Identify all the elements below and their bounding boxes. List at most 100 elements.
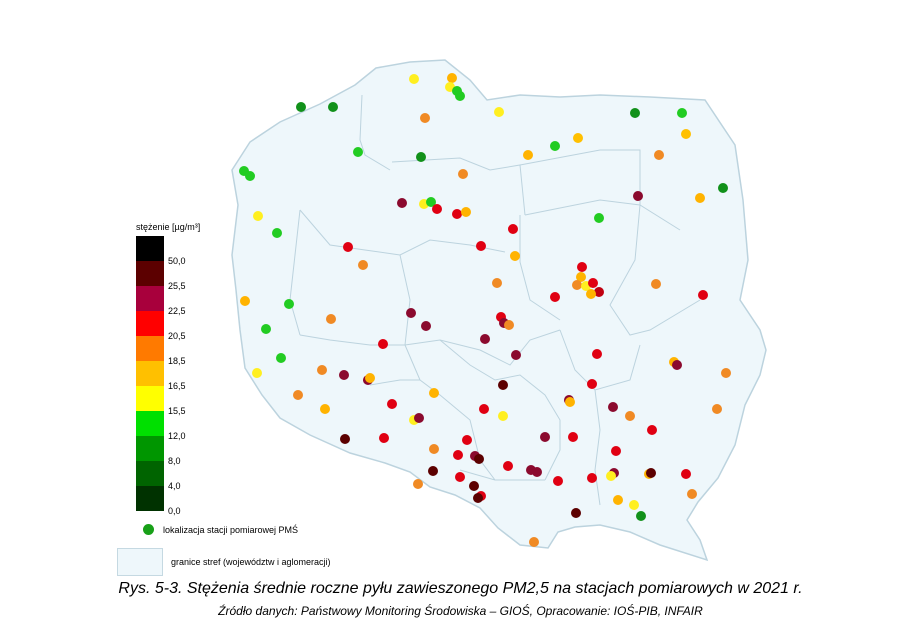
station-marker[interactable] — [326, 314, 336, 324]
station-marker[interactable] — [568, 432, 578, 442]
station-marker[interactable] — [511, 350, 521, 360]
station-marker[interactable] — [508, 224, 518, 234]
station-marker[interactable] — [625, 411, 635, 421]
station-marker[interactable] — [587, 473, 597, 483]
station-marker[interactable] — [573, 133, 583, 143]
station-marker[interactable] — [695, 193, 705, 203]
station-marker[interactable] — [576, 272, 586, 282]
station-marker[interactable] — [504, 320, 514, 330]
station-marker[interactable] — [409, 74, 419, 84]
station-marker[interactable] — [646, 468, 656, 478]
station-marker[interactable] — [284, 299, 294, 309]
station-marker[interactable] — [592, 349, 602, 359]
station-marker[interactable] — [365, 373, 375, 383]
station-marker[interactable] — [421, 321, 431, 331]
station-marker[interactable] — [698, 290, 708, 300]
station-marker[interactable] — [651, 279, 661, 289]
station-marker[interactable] — [687, 489, 697, 499]
station-marker[interactable] — [420, 113, 430, 123]
station-marker[interactable] — [636, 511, 646, 521]
station-marker[interactable] — [718, 183, 728, 193]
station-marker[interactable] — [503, 461, 513, 471]
station-marker[interactable] — [452, 209, 462, 219]
station-marker[interactable] — [473, 493, 483, 503]
station-marker[interactable] — [498, 411, 508, 421]
station-marker[interactable] — [474, 454, 484, 464]
station-marker[interactable] — [611, 446, 621, 456]
station-marker[interactable] — [721, 368, 731, 378]
station-marker[interactable] — [432, 204, 442, 214]
station-marker[interactable] — [253, 211, 263, 221]
station-marker[interactable] — [677, 108, 687, 118]
station-marker[interactable] — [480, 334, 490, 344]
station-marker[interactable] — [458, 169, 468, 179]
station-marker[interactable] — [479, 404, 489, 414]
station-marker[interactable] — [414, 413, 424, 423]
station-marker[interactable] — [343, 242, 353, 252]
station-marker[interactable] — [429, 388, 439, 398]
station-marker[interactable] — [320, 404, 330, 414]
station-marker[interactable] — [587, 379, 597, 389]
station-marker[interactable] — [498, 380, 508, 390]
station-marker[interactable] — [594, 213, 604, 223]
station-marker[interactable] — [586, 289, 596, 299]
station-marker[interactable] — [447, 73, 457, 83]
station-marker[interactable] — [453, 450, 463, 460]
station-marker[interactable] — [397, 198, 407, 208]
station-marker[interactable] — [462, 435, 472, 445]
station-marker[interactable] — [353, 147, 363, 157]
station-marker[interactable] — [553, 476, 563, 486]
station-marker[interactable] — [550, 292, 560, 302]
station-marker[interactable] — [428, 466, 438, 476]
station-marker[interactable] — [240, 296, 250, 306]
station-marker[interactable] — [577, 262, 587, 272]
station-marker[interactable] — [358, 260, 368, 270]
station-marker[interactable] — [523, 150, 533, 160]
station-marker[interactable] — [492, 278, 502, 288]
station-marker[interactable] — [629, 500, 639, 510]
station-marker[interactable] — [613, 495, 623, 505]
station-marker[interactable] — [540, 432, 550, 442]
station-marker[interactable] — [494, 107, 504, 117]
station-marker[interactable] — [476, 241, 486, 251]
station-marker[interactable] — [571, 508, 581, 518]
station-marker[interactable] — [245, 171, 255, 181]
station-marker[interactable] — [455, 91, 465, 101]
station-marker[interactable] — [608, 402, 618, 412]
station-marker[interactable] — [276, 353, 286, 363]
station-marker[interactable] — [647, 425, 657, 435]
station-marker[interactable] — [654, 150, 664, 160]
station-marker[interactable] — [296, 102, 306, 112]
station-marker[interactable] — [339, 370, 349, 380]
station-marker[interactable] — [406, 308, 416, 318]
station-marker[interactable] — [429, 444, 439, 454]
station-marker[interactable] — [426, 197, 436, 207]
station-marker[interactable] — [510, 251, 520, 261]
station-marker[interactable] — [413, 479, 423, 489]
station-marker[interactable] — [672, 360, 682, 370]
station-marker[interactable] — [681, 129, 691, 139]
station-marker[interactable] — [712, 404, 722, 414]
station-marker[interactable] — [606, 471, 616, 481]
station-marker[interactable] — [594, 287, 604, 297]
station-marker[interactable] — [328, 102, 338, 112]
station-marker[interactable] — [633, 191, 643, 201]
station-marker[interactable] — [455, 472, 465, 482]
station-marker[interactable] — [529, 537, 539, 547]
station-marker[interactable] — [378, 339, 388, 349]
station-marker[interactable] — [272, 228, 282, 238]
station-marker[interactable] — [317, 365, 327, 375]
station-marker[interactable] — [293, 390, 303, 400]
station-marker[interactable] — [550, 141, 560, 151]
station-marker[interactable] — [588, 278, 598, 288]
station-marker[interactable] — [340, 434, 350, 444]
station-marker[interactable] — [681, 469, 691, 479]
station-marker[interactable] — [469, 481, 479, 491]
station-marker[interactable] — [572, 280, 582, 290]
station-marker[interactable] — [416, 152, 426, 162]
station-marker[interactable] — [379, 433, 389, 443]
station-marker[interactable] — [461, 207, 471, 217]
station-marker[interactable] — [630, 108, 640, 118]
station-marker[interactable] — [532, 467, 542, 477]
station-marker[interactable] — [565, 397, 575, 407]
